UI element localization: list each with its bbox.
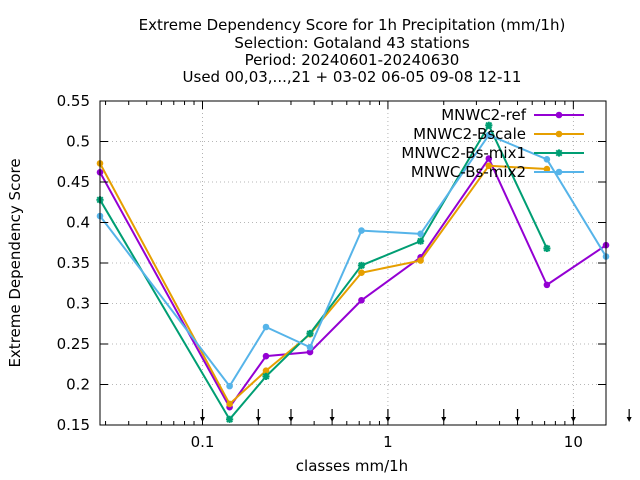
series-4 bbox=[96, 131, 610, 390]
series-point bbox=[358, 296, 365, 304]
y-tick-label: 0.3 bbox=[66, 295, 90, 313]
class-marker-arrow bbox=[626, 409, 632, 422]
series-point bbox=[226, 382, 233, 390]
class-marker-head bbox=[626, 417, 632, 422]
series-point bbox=[226, 400, 233, 408]
y-tick-label: 0.25 bbox=[57, 335, 90, 353]
point-stroke bbox=[306, 330, 314, 337]
series-lines bbox=[96, 121, 610, 423]
series-point bbox=[262, 367, 270, 375]
class-marker-arrow bbox=[515, 409, 521, 422]
class-marker-head bbox=[255, 417, 261, 422]
title-line-4: Used 00,03,...,21 + 03-02 06-05 09-08 12… bbox=[183, 68, 522, 86]
class-marker-head bbox=[441, 417, 447, 422]
chart-title: Extreme Dependency Score for 1h Precipit… bbox=[139, 16, 566, 86]
point-stroke bbox=[417, 237, 424, 245]
y-tick-label: 0.45 bbox=[57, 173, 90, 191]
series-point bbox=[555, 130, 563, 138]
grid bbox=[100, 101, 606, 425]
title-line-3: Period: 20240601-20240630 bbox=[245, 51, 460, 69]
x-tick-label: 0.1 bbox=[191, 433, 215, 451]
series-point bbox=[416, 237, 425, 245]
axis-ticks: 0.15 0.2 0.25 0.3 0.35 0.4 0.45 0.5 0.55 0.1 1 10 bbox=[57, 92, 606, 451]
y-tick-label: 0.5 bbox=[66, 133, 90, 151]
point-stroke bbox=[485, 121, 493, 129]
legend-label: MNWC2-ref bbox=[441, 106, 526, 124]
point-stroke bbox=[555, 149, 563, 157]
legend-label: MNWC2-Bscale bbox=[413, 125, 526, 143]
legend-label: MNWC2-Bs-mix1 bbox=[401, 144, 526, 162]
legend-label: MNWC-Bs-mix2 bbox=[411, 163, 526, 181]
series-point bbox=[358, 269, 365, 277]
class-marker-arrow bbox=[441, 409, 447, 422]
x-axis-label: classes mm/1h bbox=[296, 457, 408, 475]
class-marker-head bbox=[329, 417, 335, 422]
title-line-1: Extreme Dependency Score for 1h Precipit… bbox=[139, 16, 566, 34]
series-point bbox=[543, 244, 551, 253]
legend-item: MNWC2-Bscale bbox=[413, 125, 584, 143]
x-tick-label: 1 bbox=[383, 433, 393, 451]
point-stroke bbox=[262, 372, 270, 380]
series-point bbox=[357, 261, 366, 270]
legend-item: MNWC2-ref bbox=[441, 106, 584, 124]
series-point bbox=[306, 348, 314, 356]
class-marker-head bbox=[288, 417, 294, 422]
point-stroke bbox=[543, 245, 551, 252]
series-point bbox=[226, 415, 234, 423]
x-tick-label: 10 bbox=[564, 433, 583, 451]
legend-item: MNWC2-Bs-mix1 bbox=[401, 144, 584, 162]
point-stroke bbox=[358, 262, 365, 269]
series-line bbox=[99, 124, 548, 421]
series-point bbox=[306, 343, 314, 351]
series-2 bbox=[96, 160, 551, 408]
series-line bbox=[99, 162, 547, 405]
legend-item: MNWC-Bs-mix2 bbox=[411, 163, 584, 181]
series-point bbox=[555, 168, 563, 176]
y-tick-label: 0.15 bbox=[57, 416, 90, 434]
series-point bbox=[543, 165, 551, 173]
series-point bbox=[555, 111, 563, 119]
series-point bbox=[262, 372, 270, 380]
y-tick-label: 0.55 bbox=[57, 92, 90, 110]
series-point bbox=[306, 329, 314, 338]
series-point bbox=[555, 149, 563, 157]
class-marker-arrow bbox=[255, 409, 261, 422]
series-point bbox=[417, 230, 424, 238]
series-point bbox=[543, 281, 551, 289]
class-marker-head bbox=[515, 417, 521, 422]
y-tick-label: 0.35 bbox=[57, 254, 90, 272]
series-point bbox=[262, 323, 270, 331]
legend: MNWC2-refMNWC2-BscaleMNWC2-Bs-mix1MNWC-B… bbox=[401, 106, 584, 181]
series-point bbox=[543, 156, 551, 163]
y-tick-label: 0.2 bbox=[66, 376, 90, 394]
series-point bbox=[485, 162, 493, 170]
series-point bbox=[485, 121, 493, 129]
point-stroke bbox=[226, 415, 234, 423]
class-marker-arrow bbox=[329, 409, 335, 422]
class-markers bbox=[200, 409, 632, 422]
class-marker-arrow bbox=[288, 409, 294, 422]
series-point bbox=[358, 227, 365, 234]
series-point bbox=[485, 155, 493, 162]
title-line-2: Selection: Gotaland 43 stations bbox=[234, 34, 469, 52]
y-tick-label: 0.4 bbox=[66, 214, 90, 232]
series-point bbox=[417, 257, 424, 264]
series-point bbox=[485, 131, 493, 139]
series-line bbox=[99, 134, 607, 388]
series-point bbox=[262, 352, 270, 360]
y-axis-label: Extreme Dependency Score bbox=[6, 158, 24, 367]
